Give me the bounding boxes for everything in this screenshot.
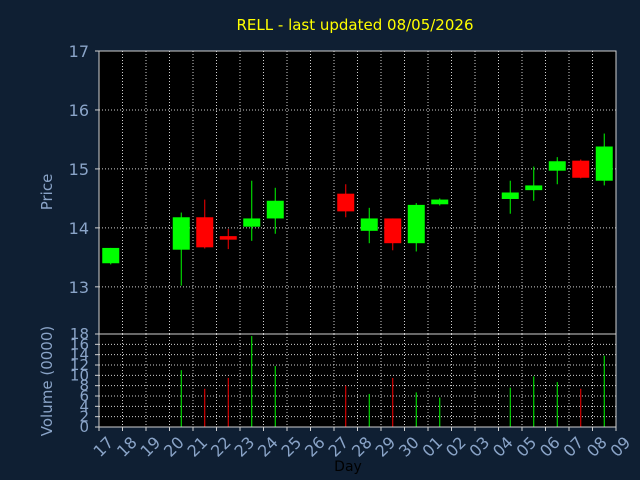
volume-tick-label: 10	[70, 366, 89, 384]
volume-tick-label: 4	[79, 397, 89, 415]
candle-body	[172, 217, 190, 250]
volume-tick-label: 14	[70, 346, 89, 364]
price-tick-label: 15	[69, 160, 89, 179]
volume-tick-label: 6	[79, 387, 89, 405]
volume-tick-label: 12	[70, 356, 89, 374]
candle-body	[501, 192, 519, 199]
candle-body	[337, 193, 355, 212]
volume-tick-label: 0	[79, 418, 89, 436]
volume-tick-label: 18	[70, 325, 89, 343]
x-axis-label: Day	[334, 459, 362, 475]
candle-body	[595, 146, 613, 181]
volume-plot-area	[99, 334, 616, 427]
price-tick-label: 17	[69, 42, 89, 61]
candle-body	[266, 200, 284, 219]
candle-body	[360, 218, 378, 231]
candle-body	[196, 217, 214, 248]
candle-body	[219, 236, 237, 240]
price-tick-label: 16	[69, 101, 89, 120]
x-tick-label: 09	[606, 433, 634, 461]
price-tick-label: 13	[69, 278, 89, 297]
candle-body	[572, 160, 590, 178]
candle-body	[431, 199, 449, 205]
candle-body	[384, 218, 402, 244]
candle-body	[243, 218, 261, 227]
candle-body	[548, 161, 566, 171]
candle-body	[525, 185, 543, 191]
volume-tick-label: 2	[79, 408, 89, 426]
chart-title: RELL - last updated 08/05/2026	[237, 16, 474, 34]
candle-body	[407, 204, 425, 244]
candle-body	[102, 247, 120, 264]
price-axis-label: Price	[38, 174, 56, 211]
volume-plot-border	[98, 333, 617, 428]
volume-tick-label: 16	[70, 335, 89, 353]
price-tick-label: 14	[69, 219, 89, 238]
volume-axis-label: Volume (0000)	[38, 326, 56, 436]
volume-tick-label: 8	[79, 377, 89, 395]
